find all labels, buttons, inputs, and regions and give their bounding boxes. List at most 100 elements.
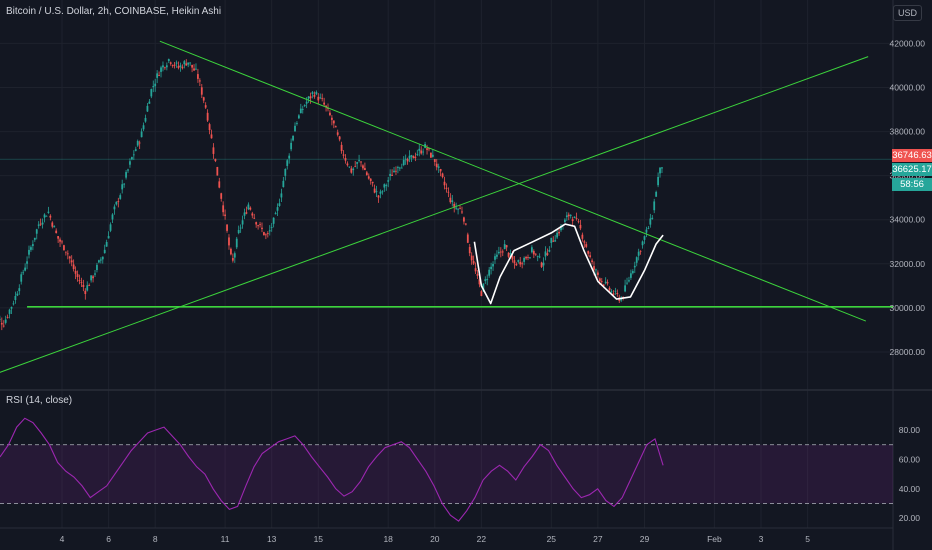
candle-body [115,201,118,205]
candle-body [579,224,582,229]
candle-body [575,218,578,219]
candle-body [321,98,324,100]
candle-body [350,168,353,173]
candle-body [643,236,646,240]
candle-body [327,108,329,110]
currency-button[interactable]: USD [892,5,922,21]
x-tick-label: 15 [314,534,324,544]
candle-body [637,251,640,256]
candle-body [606,282,609,284]
candle-body [358,160,360,161]
candle-body [583,241,586,243]
candle-body [31,244,34,246]
y-tick-label: 28000.00 [890,347,926,357]
candle-body [299,108,302,114]
candle-body [428,148,430,150]
candle-body [532,251,535,255]
candle-body [323,102,326,105]
candle-body [342,154,345,156]
candle-body [53,226,56,228]
candle-body [301,109,304,110]
candle-body [385,185,388,186]
candle-body [144,117,147,122]
x-tick-label: 27 [593,534,603,544]
candle-body [408,155,411,159]
candle-body [51,222,54,227]
candle-body [525,257,527,259]
candle-body [628,280,630,282]
candle-body [340,144,343,151]
rsi-tick-label: 40.00 [899,484,921,494]
candle-body [288,155,291,159]
candle-body [534,253,537,255]
candle-body [550,237,553,243]
candle-body [99,259,102,261]
candle-body [206,112,209,121]
candle-body [183,61,186,65]
candle-body [212,147,215,154]
candle-body [600,281,603,283]
candle-body [529,257,531,259]
candle-body [76,274,79,278]
candle-body [49,215,52,218]
candle-body [527,257,529,258]
candle-body [445,187,448,189]
candle-body [587,251,590,254]
candle-body [530,247,533,253]
candle-body [125,172,127,178]
candle-body [496,254,498,257]
candle-body [649,218,652,225]
candle-body [319,97,322,99]
candle-body [121,184,124,190]
rsi-tick-label: 80.00 [899,425,921,435]
candle-body [105,242,108,247]
candle-body [107,236,110,239]
x-tick-label: 29 [640,534,650,544]
candle-body [369,178,372,182]
candle-body [119,195,122,199]
candle-body [431,154,434,157]
candle-body [142,125,145,130]
candle-body [214,158,217,162]
candle-body [270,227,273,228]
candle-body [57,236,60,239]
candle-body [84,290,87,294]
candle-body [631,271,634,274]
candle-body [501,251,504,253]
candle-body [647,228,650,230]
candle-body [28,249,30,255]
candle-body [552,240,555,242]
candle-body [220,193,223,199]
candle-body [140,131,143,138]
candle-body [523,257,526,262]
candle-body [61,241,63,243]
candle-body [476,274,479,276]
candle-body [602,284,605,286]
candle-body [235,238,238,248]
candle-body [74,270,77,274]
candle-body [505,245,508,248]
candle-body [569,214,572,216]
candle-body [338,136,341,140]
candle-body [311,92,314,95]
countdown-tag: 58:56 [892,178,932,191]
candle-body [255,222,258,225]
candle-body [486,278,489,280]
candle-body [55,230,58,234]
candle-body [336,132,339,135]
candle-body [152,86,155,88]
candle-body [604,281,607,284]
candle-body [179,65,182,67]
candle-body [158,75,160,76]
candle-body [542,262,545,266]
candle-body [78,280,81,282]
candle-body [585,244,588,247]
candle-body [150,89,153,97]
candle-body [272,217,275,224]
candle-body [563,219,566,223]
candle-body [187,62,190,65]
candle-body [451,200,454,203]
candle-body [488,269,491,276]
candle-body [134,149,137,151]
